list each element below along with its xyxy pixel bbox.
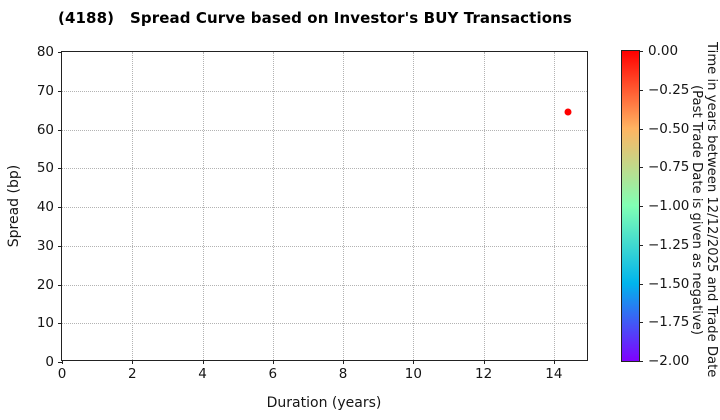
vertical-gridline <box>343 52 345 360</box>
colorbar-tick-mark <box>639 322 643 324</box>
colorbar-axis-label: Time in years between 12/12/2025 and Tra… <box>688 38 719 382</box>
horizontal-gridline <box>62 90 587 92</box>
vertical-gridline <box>202 52 204 360</box>
y-tick-label: 20 <box>36 276 54 293</box>
y-tick-mark <box>58 362 62 363</box>
x-tick-label: 6 <box>268 366 278 382</box>
colorbar-tick-mark <box>639 128 643 130</box>
colorbar-tick-label: −1.25 <box>648 236 690 253</box>
data-point <box>564 108 572 116</box>
x-tick-mark <box>343 360 345 364</box>
colorbar-tick-mark <box>639 283 643 285</box>
y-tick-label: 80 <box>36 44 54 60</box>
x-tick-mark <box>62 360 63 364</box>
x-tick-mark <box>483 360 485 364</box>
horizontal-gridline <box>62 168 587 170</box>
y-tick-label: 10 <box>36 315 54 332</box>
x-tick-mark <box>553 360 555 364</box>
colorbar-tick-mark <box>639 89 643 91</box>
x-tick-label: 0 <box>57 366 67 382</box>
x-tick-label: 12 <box>475 366 493 382</box>
y-tick-mark <box>58 90 62 92</box>
colorbar-tick-mark <box>639 206 643 207</box>
colorbar-tick-label: −1.50 <box>648 275 690 292</box>
plot-area: 0 2 4 6 8 10 12 14 0 10 20 30 40 50 60 70 80 <box>37 45 588 381</box>
y-tick-mark <box>58 52 62 53</box>
x-tick-label: 8 <box>338 366 348 382</box>
x-tick-mark <box>202 360 204 364</box>
colorbar-tick-label: 0.00 <box>648 43 679 59</box>
colorbar-tick-label: −0.75 <box>648 159 690 176</box>
y-tick-mark <box>58 284 62 286</box>
vertical-gridline <box>483 52 485 360</box>
colorbar-tick-label: −0.50 <box>648 120 690 137</box>
x-tick-label: 10 <box>404 366 422 382</box>
y-tick-mark <box>58 323 62 325</box>
colorbar-tick-mark <box>639 244 643 246</box>
y-tick-label: 60 <box>36 121 54 138</box>
y-tick-label: 30 <box>36 237 54 254</box>
horizontal-gridline <box>62 284 587 286</box>
vertical-gridline <box>272 52 274 360</box>
x-axis-label: Duration (years) <box>266 395 382 411</box>
colorbar-tick-label: −1.75 <box>648 314 690 331</box>
y-tick-label: 40 <box>36 199 54 215</box>
chart-title: (4188) Spread Curve based on Investor's … <box>58 9 572 27</box>
x-tick-mark <box>413 360 415 364</box>
colorbar-tick-mark <box>639 51 643 52</box>
colorbar-tick-mark <box>639 167 643 169</box>
colorbar-tick-label: −2.00 <box>648 353 690 369</box>
horizontal-gridline <box>62 245 587 247</box>
x-tick-label: 4 <box>198 366 207 382</box>
y-axis-label: Spread (bp) <box>6 164 22 248</box>
horizontal-gridline <box>62 323 587 325</box>
y-tick-label: 0 <box>45 354 54 370</box>
y-tick-mark <box>58 168 62 170</box>
y-tick-label: 70 <box>36 82 54 99</box>
vertical-gridline <box>413 52 415 360</box>
colorbar-gradient: 0.00 −0.25 −0.50 −0.75 −1.00 −1.25 −1.50 −1.75 −… <box>621 44 689 368</box>
x-tick-mark <box>272 360 274 364</box>
x-tick-label: 2 <box>127 366 137 382</box>
colorbar-axis-label-line1: Time in years between 12/12/2025 and Tra… <box>704 42 719 378</box>
colorbar-axis-label-line2: (Past Trade Date is given as negative) <box>689 84 704 336</box>
colorbar-tick-mark <box>639 361 643 362</box>
horizontal-gridline <box>62 207 587 208</box>
vertical-gridline <box>553 52 555 360</box>
y-tick-mark <box>58 129 62 131</box>
colorbar-tick-label: −0.25 <box>648 81 690 98</box>
x-tick-label: 14 <box>545 366 563 382</box>
y-tick-mark <box>58 245 62 247</box>
colorbar-tick-label: −1.00 <box>648 198 690 214</box>
x-tick-mark <box>132 360 134 364</box>
vertical-gridline <box>132 52 134 360</box>
y-tick-mark <box>58 207 62 208</box>
horizontal-gridline <box>62 129 587 131</box>
y-tick-label: 50 <box>36 160 54 177</box>
